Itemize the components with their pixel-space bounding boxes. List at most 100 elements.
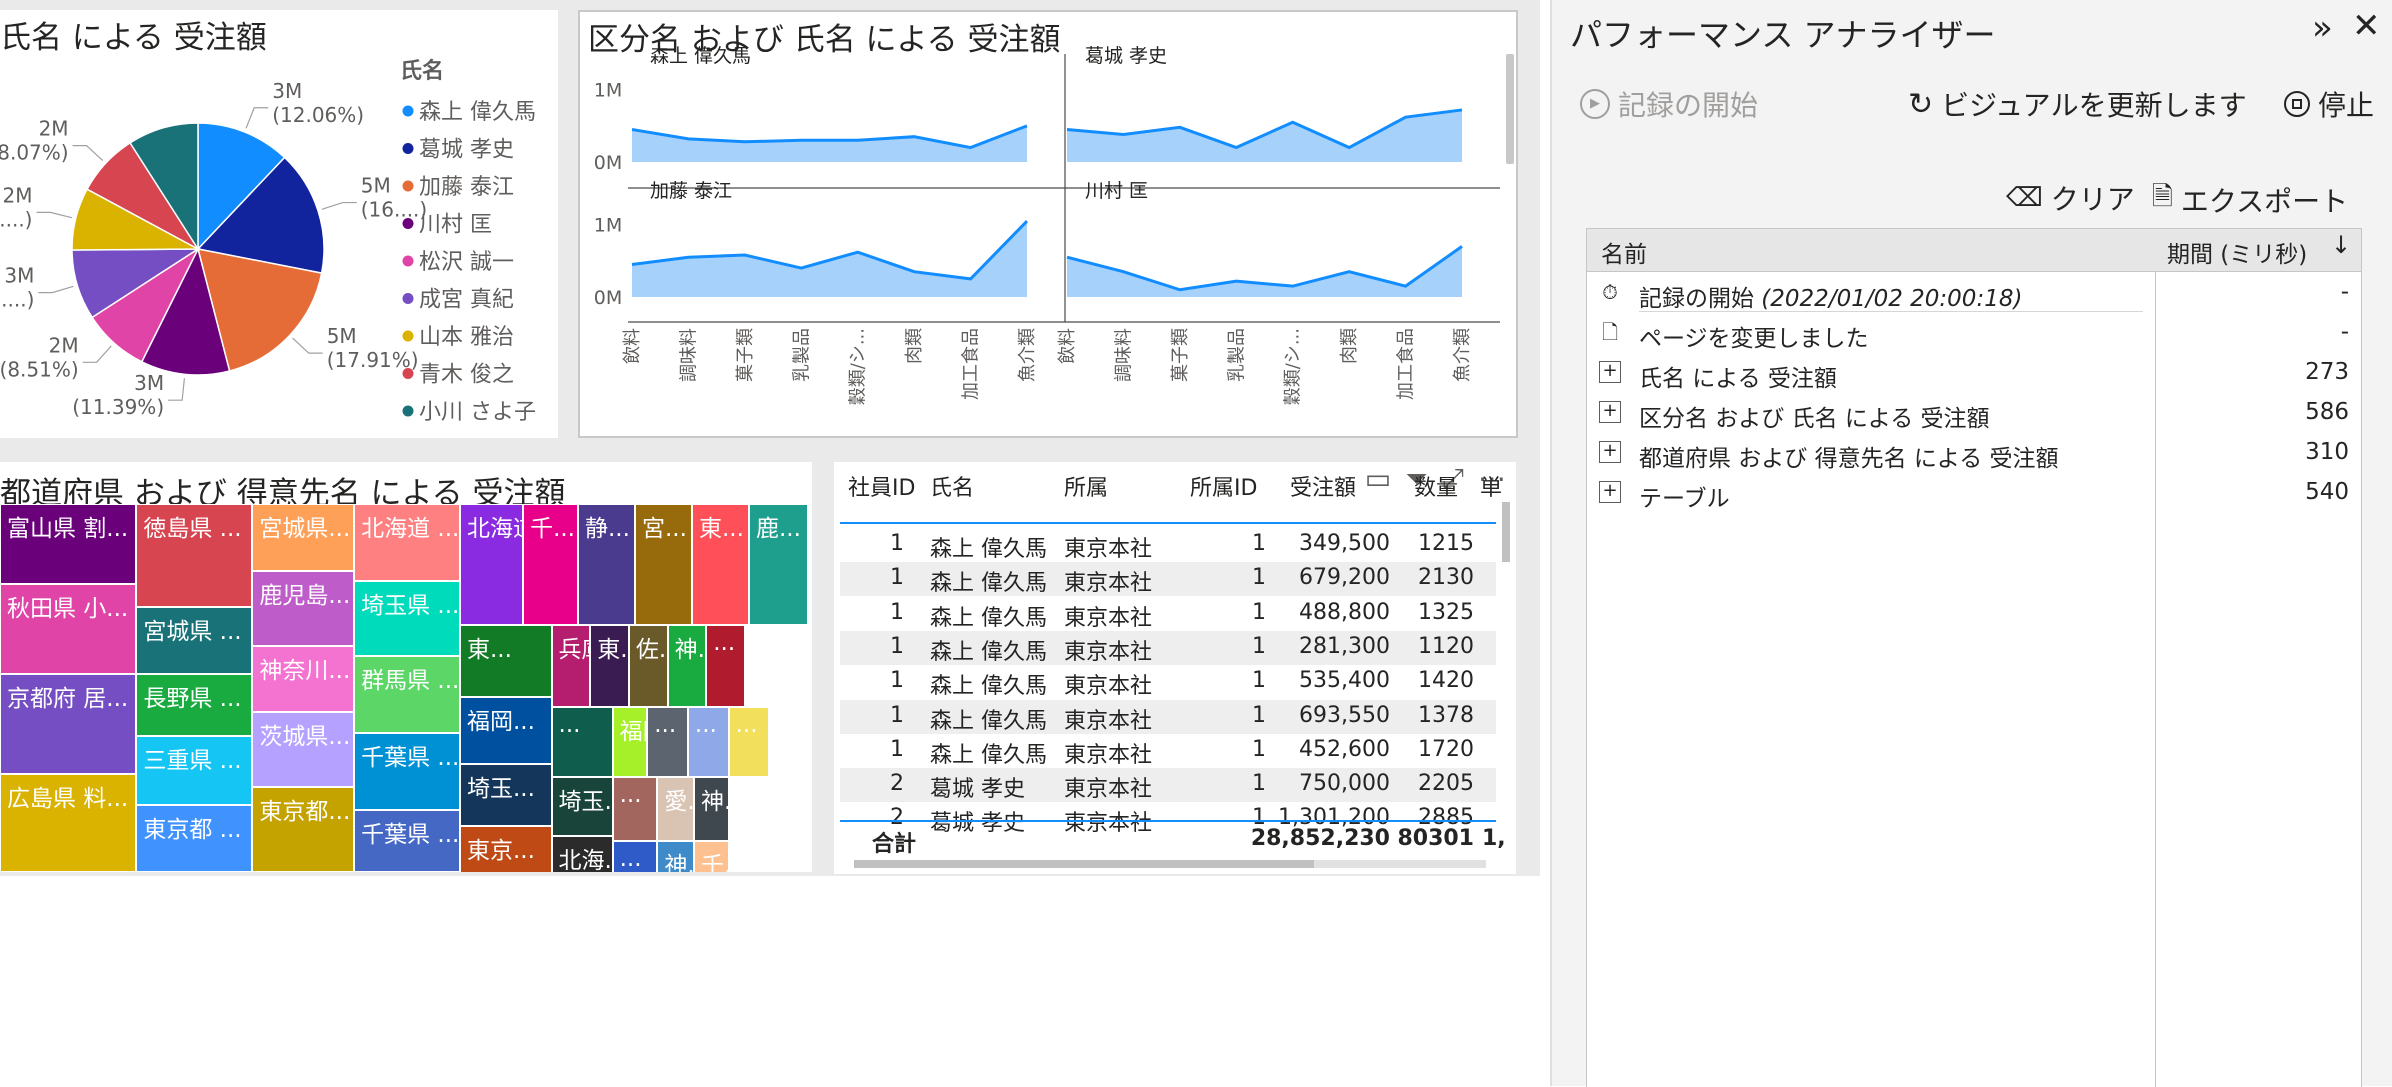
vertical-scrollbar[interactable] (1502, 502, 1510, 562)
treemap-tile[interactable]: 神... (694, 776, 729, 842)
treemap-tile[interactable]: 千... (523, 504, 578, 625)
treemap-tile[interactable]: 宮城県... (252, 504, 355, 571)
table-visual[interactable]: ▭ ⏷ ⤢ ⋯ 社員ID 氏名 所属 所属ID 受注額 数量単 1 森上 偉久馬 東京本社 1 34… (834, 462, 1516, 874)
treemap-tile[interactable]: 富山県 割... (0, 504, 137, 584)
treemap-tile[interactable]: 埼玉県 ... (354, 581, 460, 656)
performance-row[interactable]: + テーブル 540 (1587, 475, 2361, 515)
treemap-tile[interactable]: 千葉県 ... (354, 733, 460, 811)
treemap-tile[interactable]: ... (706, 624, 745, 708)
expand-icon[interactable]: ⤢ (1441, 462, 1464, 495)
pie-slice[interactable] (197, 122, 286, 251)
column-name-header[interactable]: 名前 (1601, 242, 1647, 268)
pie-chart-visual[interactable]: 氏名 による 受注額 3M (12.06%) 5M (16....) 5M (17.91%… (0, 10, 558, 438)
line-chart-visual[interactable]: 区分名 および 氏名 による 受注額 森上 偉久馬 1M 0M 葛城 孝史 加藤 泰江 1… (578, 10, 1518, 438)
clear-button[interactable]: ⌫ クリア (2006, 178, 2135, 218)
treemap-tile[interactable]: ... (728, 707, 770, 777)
refresh-visuals-button[interactable]: ↻ ビジュアルを更新します (1908, 84, 2247, 124)
table-row[interactable] (840, 630, 1496, 665)
treemap-tile[interactable]: 東京都 ... (136, 805, 253, 872)
focus-mode-icon[interactable]: ▭ (1364, 462, 1392, 495)
treemap-tile[interactable]: 宮城県 ... (136, 606, 253, 674)
treemap-tile[interactable]: 埼玉... (551, 776, 613, 836)
legend-item[interactable]: 松沢 誠一 (419, 250, 514, 275)
treemap-tile[interactable]: ... (612, 841, 658, 872)
treemap-tile[interactable]: ... (551, 707, 613, 777)
expand-icon[interactable]: + (1599, 361, 1621, 383)
line-series[interactable] (1066, 245, 1463, 292)
treemap-tile[interactable]: 鹿... (748, 504, 808, 625)
table-row[interactable] (840, 699, 1496, 734)
treemap-tile[interactable]: 三重県 ... (136, 735, 253, 806)
collapse-pane-icon[interactable]: » (2312, 8, 2333, 48)
line-series[interactable] (1066, 108, 1463, 150)
treemap-tile[interactable]: 北海... (551, 835, 613, 872)
table-row[interactable] (840, 665, 1496, 700)
treemap-tile[interactable]: 兵庫... (551, 624, 591, 708)
treemap-tile[interactable]: 広島県 料... (0, 774, 137, 872)
treemap-tile[interactable]: 神... (657, 841, 694, 872)
legend-item[interactable]: 森上 偉久馬 (419, 100, 536, 125)
table-row[interactable] (840, 768, 1496, 803)
treemap-tile[interactable]: ... (612, 776, 658, 842)
vertical-scrollbar[interactable] (1506, 54, 1514, 164)
sort-descending-icon[interactable]: ↓ (2331, 231, 2352, 259)
treemap-tile[interactable]: 鹿児島... (252, 570, 355, 646)
more-options-icon[interactable]: ⋯ (1478, 462, 1506, 495)
treemap-tile[interactable]: 福岡... (612, 707, 648, 777)
treemap-tile[interactable]: 愛... (657, 776, 694, 842)
filter-icon[interactable]: ⏷ (1405, 462, 1428, 495)
performance-row[interactable]: + 氏名 による 受注額 273 (1587, 355, 2361, 395)
treemap-tile[interactable]: ... (647, 707, 688, 777)
treemap-tile[interactable]: 東京都... (252, 787, 355, 872)
table-row[interactable] (840, 528, 1496, 562)
export-button[interactable]: 🗎 エクスポート (2152, 178, 2348, 222)
table-column-header[interactable]: 所属ID (1190, 476, 1258, 501)
legend-item[interactable]: 加藤 泰江 (419, 175, 514, 200)
legend-item[interactable]: 葛城 孝史 (419, 138, 514, 163)
stop-button[interactable]: 停止 (2284, 84, 2374, 124)
legend-item[interactable]: 川村 匡 (419, 213, 492, 238)
pie-slice[interactable] (196, 248, 323, 372)
treemap-tile[interactable]: 宮... (635, 504, 692, 625)
table-column-header[interactable]: 社員ID (848, 476, 916, 501)
treemap-tile[interactable]: 北海道 ... (354, 504, 460, 582)
performance-row[interactable]: 🗋 ページを変更しました - (1587, 315, 2361, 355)
table-column-header[interactable]: 数量 (1414, 476, 1459, 501)
treemap-tile[interactable]: ... (687, 707, 729, 777)
treemap-tile[interactable]: 北海道 ... (459, 504, 524, 625)
table-row[interactable] (840, 733, 1496, 768)
treemap-tile[interactable]: 東... (459, 624, 552, 697)
treemap-tile[interactable]: 埼玉... (459, 763, 552, 826)
legend-item[interactable]: 青木 俊之 (419, 363, 514, 388)
table-column-header[interactable]: 所属 (1064, 476, 1109, 501)
scrollbar-thumb[interactable] (854, 860, 1314, 868)
column-duration-header[interactable]: 期間 (ミリ秒) (2167, 242, 2308, 268)
treemap-tile[interactable]: 神奈川... (252, 645, 355, 713)
treemap-tile[interactable]: 佐... (628, 624, 668, 708)
start-recording-button[interactable]: ▶ 記録の開始 (1580, 84, 1758, 124)
horizontal-scrollbar[interactable] (854, 860, 1486, 868)
line-series[interactable] (631, 124, 1028, 150)
close-icon[interactable]: ✕ (2352, 6, 2381, 46)
performance-row[interactable]: + 区分名 および 氏名 による 受注額 586 (1587, 395, 2361, 435)
table-row[interactable] (840, 802, 1496, 837)
table-row[interactable] (840, 562, 1496, 597)
treemap-tile[interactable]: 東... (590, 624, 629, 708)
treemap-visual[interactable]: 都道府県 および 得意先名 による 受注額 富山県 割... 秋田県 小... 京都… (0, 462, 812, 872)
expand-icon[interactable]: + (1599, 481, 1621, 503)
treemap-tile[interactable]: 千葉県 ... (354, 810, 460, 872)
treemap-tile[interactable]: 神... (667, 624, 707, 708)
pie-slice[interactable] (196, 156, 325, 274)
expand-icon[interactable]: + (1599, 441, 1621, 463)
treemap-tile[interactable]: 徳島県 ... (136, 504, 253, 607)
treemap-tile[interactable]: 東京... (459, 825, 552, 872)
table-column-header[interactable]: 氏名 (930, 476, 975, 501)
line-series[interactable] (631, 220, 1029, 281)
treemap-tile[interactable]: 東... (691, 504, 749, 625)
expand-icon[interactable]: + (1599, 401, 1621, 423)
performance-row[interactable]: + 都道府県 および 得意先名 による 受注額 310 (1587, 435, 2361, 475)
table-row[interactable] (840, 596, 1496, 631)
treemap-tile[interactable]: 秋田県 小... (0, 583, 137, 674)
treemap-tile[interactable]: 福岡... (459, 697, 552, 764)
treemap-tile[interactable]: 群馬県 ... (354, 655, 460, 734)
